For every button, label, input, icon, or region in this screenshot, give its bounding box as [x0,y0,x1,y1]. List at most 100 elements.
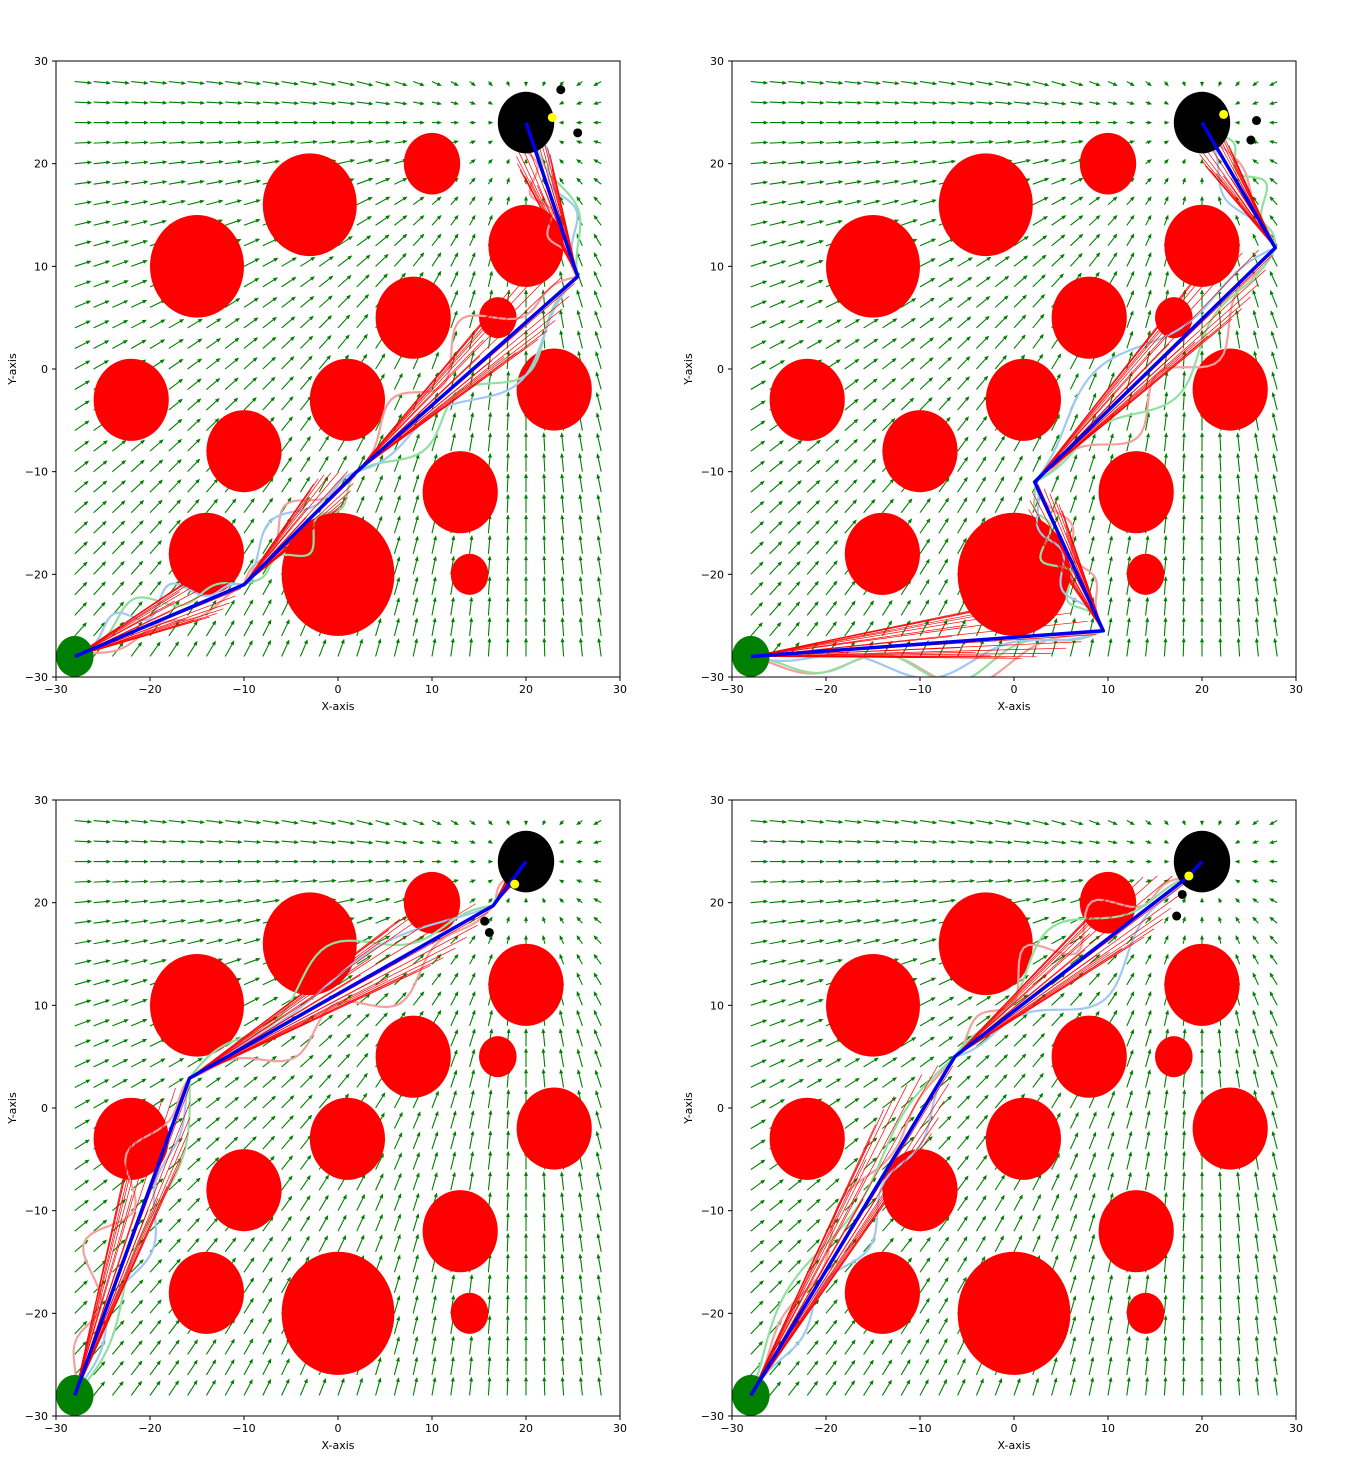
field-arrow-head [211,1379,216,1385]
field-arrow-head [249,599,254,605]
field-arrow-head [250,1236,255,1242]
field-arrow-head [402,178,408,182]
field-arrow-head [256,140,262,145]
field-arrow-head [1235,329,1240,335]
field-arrow-head [193,620,198,626]
field-arrow-head [84,1179,90,1184]
field-arrow-head [363,1072,368,1078]
field-arrow-head [310,256,316,261]
field-arrow-head [1126,596,1131,602]
field-arrow-head [470,140,477,145]
field-arrow-head [1078,178,1084,182]
field-arrow-head [1164,100,1170,105]
field-arrow-head [143,939,149,944]
field-arrow-head [1182,177,1186,183]
field-arrow-head [1218,616,1223,622]
field-arrow-head [105,979,111,984]
field-arrow-head [542,81,547,87]
field-arrow-head [340,638,345,644]
field-arrow-head [469,1356,474,1362]
ray [356,320,556,472]
field-arrow-head [524,1028,528,1033]
field-arrow-head [776,621,782,627]
field-arrow-head [419,215,425,220]
field-arrow-head [364,293,370,299]
field-arrow-head [758,561,764,567]
field-arrow-head [909,397,915,403]
field-arrow-head [895,100,900,105]
field-arrow-head [162,100,168,105]
field-arrow-head [143,80,149,85]
field-arrow-head [576,1009,581,1015]
field-arrow-head [87,100,93,105]
field-arrow-head [558,1009,563,1015]
field-arrow-head [1234,120,1240,125]
field-arrow-head [1181,596,1186,602]
field-arrow-head [1181,575,1186,581]
field-arrow-head [1273,596,1278,602]
field-arrow-head [361,454,365,460]
field-arrow-head [895,140,900,145]
field-arrow-head [432,1335,437,1341]
field-arrow-head [397,474,402,480]
field-arrow-head [1217,329,1222,335]
field-arrow-head [542,493,547,499]
field-arrow-head [103,1099,110,1104]
field-arrow-head [104,320,110,325]
field-arrow-head [104,1039,110,1044]
field-arrow-head [156,580,162,586]
field-arrow-head [272,297,278,302]
field-arrow-head [178,1077,184,1083]
field-arrow-head [104,280,111,285]
field-arrow-head [1055,434,1060,440]
field-arrow-head [966,296,972,301]
field-arrow-head [103,360,110,365]
field-arrow-head [1181,81,1186,87]
field-arrow-head [213,498,219,504]
field-arrow-head [576,1028,581,1034]
field-arrow-head [1182,195,1187,201]
field-arrow-head [1113,120,1118,125]
field-arrow-head [138,1319,143,1325]
field-arrow-head [471,1048,476,1054]
field-arrow-head [984,355,989,361]
field-arrow-head [306,1195,311,1201]
field-arrow-head [142,999,148,1003]
field-arrow-head [1164,214,1169,220]
field-arrow-head [433,1192,438,1198]
field-arrow-head [967,257,973,262]
field-arrow-head [1072,515,1077,521]
field-arrow-head [1112,233,1118,239]
field-arrow-head [505,1335,510,1341]
field-arrow-head [1090,576,1095,582]
field-arrow-head [1002,335,1008,340]
field-arrow-head [488,214,493,220]
field-arrow-head [237,938,243,943]
field-arrow-head [1091,474,1096,480]
field-arrow-head [434,1131,439,1137]
ray [1034,262,1214,483]
field-arrow-head [287,1195,293,1201]
field-arrow-head [1163,617,1168,622]
field-arrow-head [176,1218,182,1223]
field-arrow-head [143,160,149,165]
field-arrow-head [454,270,459,276]
field-arrow-head [237,140,243,145]
field-arrow-head [196,1137,202,1142]
field-arrow-head [895,120,900,125]
field-arrow-head [929,297,935,302]
field-arrow-head [1271,412,1276,418]
ray [1034,271,1203,483]
field-arrow-head [931,238,937,243]
field-arrow-head [255,938,261,943]
field-arrow-head [838,200,844,204]
field-arrow-head [86,1039,92,1044]
field-arrow-head [159,359,165,364]
point-marker [1219,109,1229,119]
field-arrow-head [596,514,601,520]
field-arrow-head [236,958,242,962]
x-tick-label: −10 [908,683,931,696]
field-arrow-head [254,258,260,263]
field-arrow-head [1112,196,1118,201]
field-arrow-head [1272,432,1276,438]
